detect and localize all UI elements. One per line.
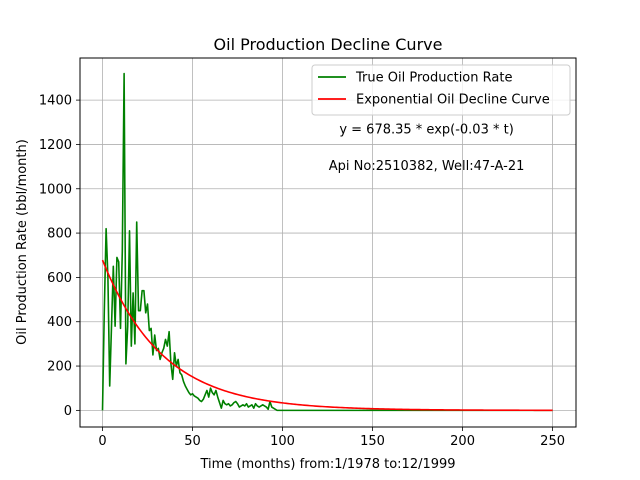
x-tick-label: 0 [98, 434, 106, 449]
decline-curve-line [101, 259, 553, 412]
x-tick-label: 250 [540, 434, 565, 449]
legend-box [311, 64, 571, 116]
y-tick-label: 0 [64, 404, 72, 419]
x-tick-label: 50 [184, 434, 201, 449]
axis-ticks: 0 50 100 150 200 250 0 200 400 600 800 1000 1200 1400 [39, 94, 565, 449]
y-axis-label: Oil Production Rate (bbl/month) [15, 139, 30, 345]
legend: True Oil Production Rate Exponential Oil … [311, 64, 571, 116]
x-tick-label: 200 [450, 434, 475, 449]
y-tick-label: 400 [47, 315, 72, 330]
y-tick-label: 600 [47, 271, 72, 286]
legend-label: True Oil Production Rate [355, 71, 512, 86]
y-tick-label: 200 [47, 360, 72, 375]
annotation-text: Api No:2510382, Well:47-A-21 [329, 159, 525, 174]
legend-label: Exponential Oil Decline Curve [356, 93, 550, 108]
y-tick-label: 800 [47, 227, 72, 242]
y-tick-label: 1400 [39, 94, 72, 109]
chart-title: Oil Production Decline Curve [214, 35, 443, 54]
x-tick-label: 100 [270, 434, 295, 449]
annotations: y = 678.35 * exp(-0.03 * t) Api No:251038… [329, 122, 525, 174]
plot-frame [79, 57, 577, 428]
production-rate-line [101, 72, 553, 412]
x-axis-label: Time (months) from:1/1978 to:12/1999 [199, 457, 455, 472]
y-tick-label: 1200 [39, 138, 72, 153]
series-layer [101, 72, 553, 412]
y-tick-label: 1000 [39, 182, 72, 197]
annotation-text: y = 678.35 * exp(-0.03 * t) [339, 122, 513, 137]
x-tick-label: 150 [360, 434, 385, 449]
